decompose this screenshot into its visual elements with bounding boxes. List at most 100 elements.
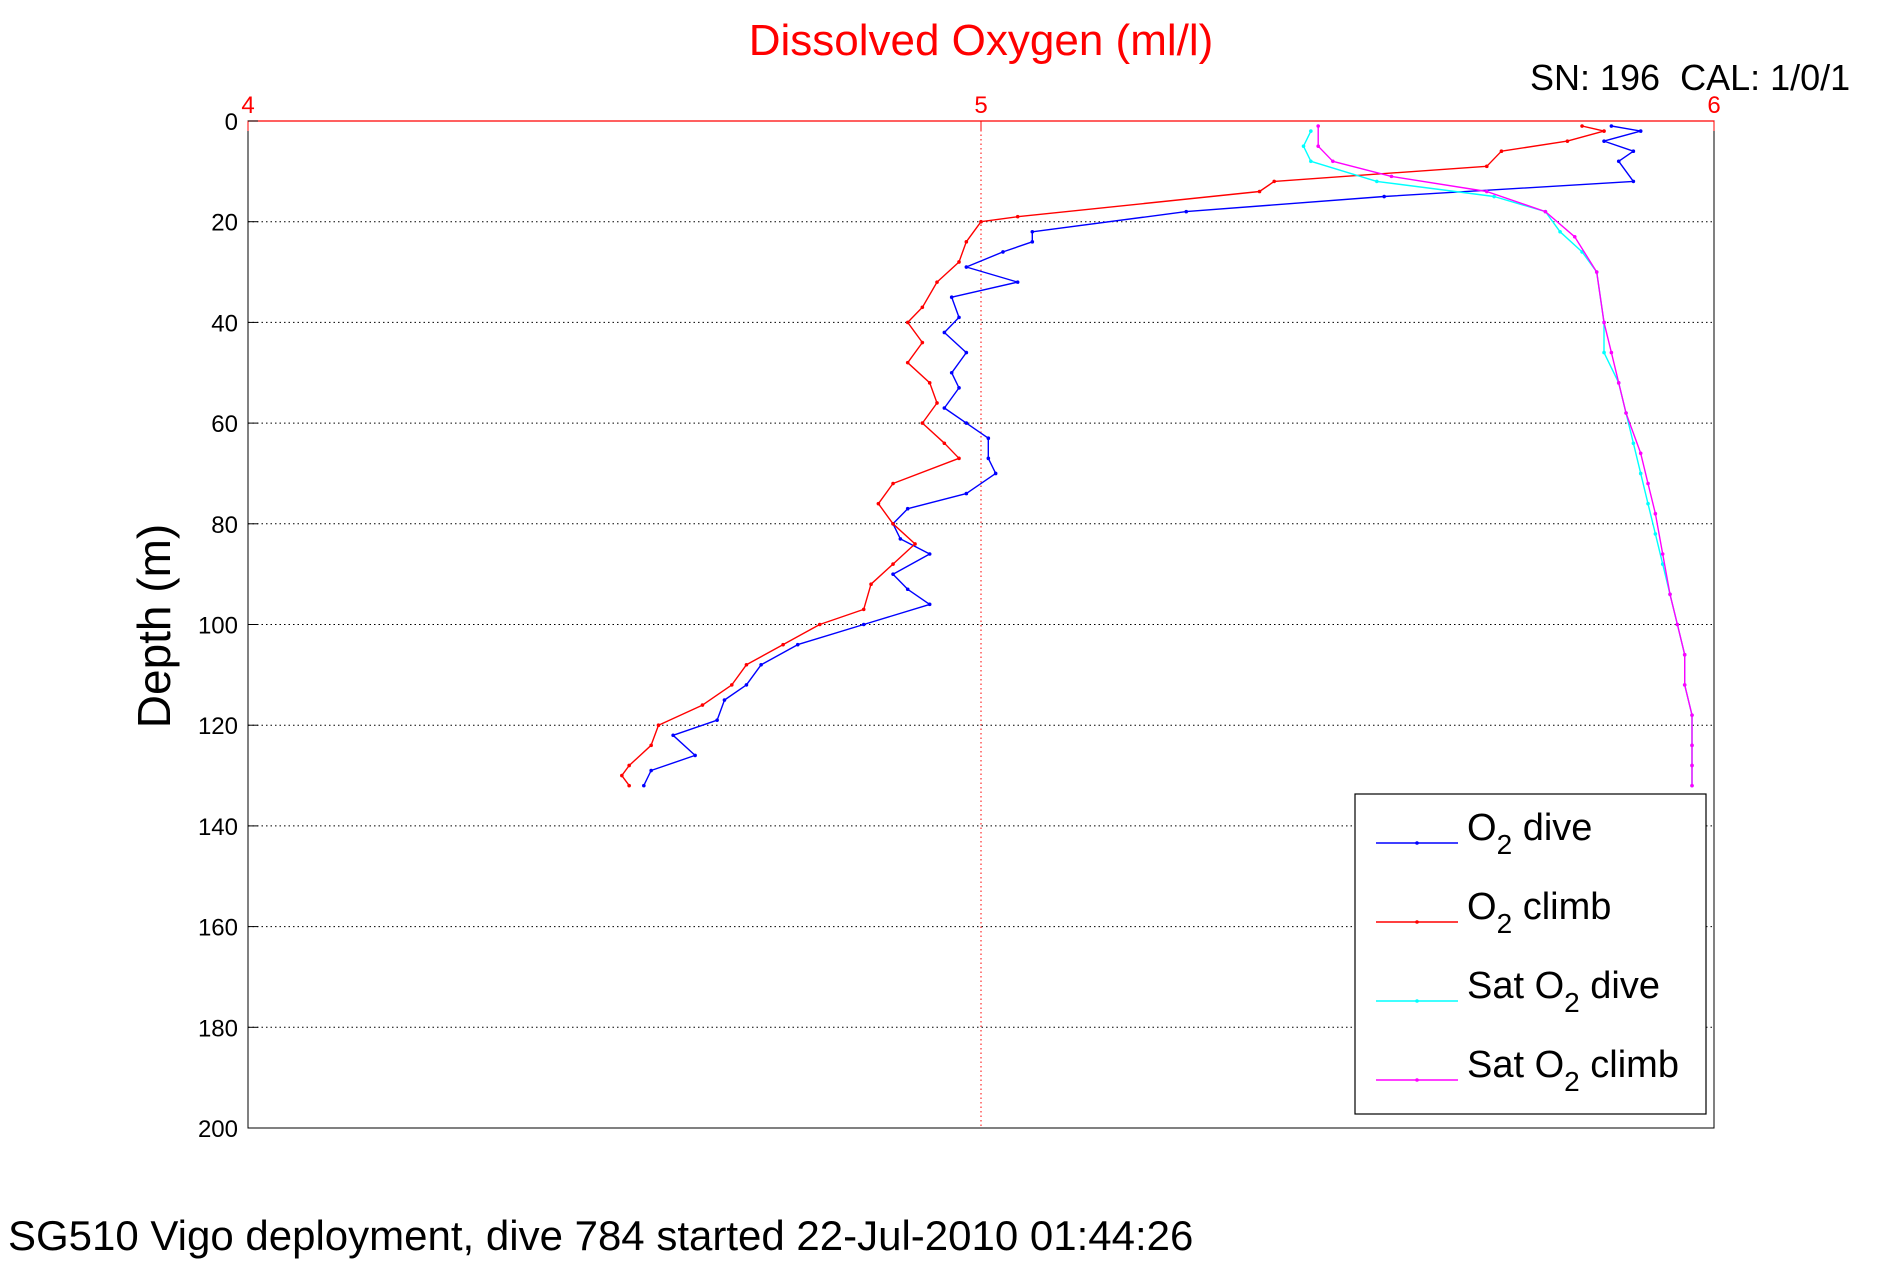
data-point-sat_o2_climb [1543, 209, 1548, 214]
legend-label: Sat O2 dive [1467, 965, 1660, 1018]
data-point-sat_o2_climb [1331, 159, 1335, 164]
data-point-sat_o2_climb [1594, 270, 1599, 274]
data-point-sat_o2_climb [1646, 481, 1650, 486]
data-point-o2_dive [642, 783, 646, 788]
data-point-sat_o2_climb [1602, 320, 1606, 325]
legend-entry: O2 climb [1376, 886, 1611, 939]
data-point-sat_o2_climb [1682, 683, 1687, 687]
data-point-sat_o2_dive [1653, 532, 1658, 536]
legend: O2 dive O2 climb Sat O2 dive Sat O2 climb [1354, 793, 1707, 1115]
data-point-o2_dive [1631, 149, 1636, 154]
series-layer [620, 124, 1694, 788]
data-point-o2_climb [935, 401, 939, 405]
data-point-o2_dive [957, 386, 961, 390]
data-point-sat_o2_climb [1389, 174, 1394, 179]
data-point-o2_climb [935, 280, 939, 284]
data-point-sat_o2_climb [1316, 124, 1320, 128]
data-point-o2_dive [898, 537, 903, 541]
data-point-o2_climb [1015, 214, 1020, 219]
series-line-sat_o2_climb [1317, 126, 1693, 786]
data-point-sat_o2_dive [1301, 144, 1306, 148]
data-point-o2_dive [693, 753, 697, 758]
data-point-o2_climb [920, 421, 925, 425]
data-point-sat_o2_dive [1631, 441, 1636, 446]
data-point-o2_climb [729, 683, 734, 687]
chart-title: Dissolved Oxygen (ml/l) [749, 16, 1214, 65]
data-point-sat_o2_climb [1690, 713, 1694, 717]
data-point-o2_climb [1257, 189, 1262, 194]
data-point-o2_dive [949, 295, 954, 300]
data-point-o2_dive [1184, 209, 1189, 214]
y-tick-label: 140 [198, 814, 238, 841]
data-point-o2_climb [905, 320, 910, 325]
x-tick-label: 5 [974, 92, 987, 119]
data-point-sat_o2_climb [1616, 381, 1621, 385]
data-point-sat_o2_climb [1484, 189, 1489, 194]
y-tick-label: 20 [211, 210, 238, 237]
data-point-sat_o2_climb [1316, 144, 1320, 148]
data-point-sat_o2_climb [1653, 511, 1658, 516]
data-point-o2_climb [920, 305, 925, 310]
data-point-sat_o2_dive [1309, 159, 1313, 164]
data-point-o2_dive [1001, 250, 1005, 254]
data-point-o2_dive [942, 406, 947, 410]
y-tick-label: 120 [198, 713, 238, 740]
data-point-o2_climb [627, 783, 631, 788]
data-point-o2_climb [781, 642, 785, 647]
data-point-o2_climb [1565, 139, 1570, 143]
series-sat_o2_climb [1316, 124, 1694, 788]
x-tick-label: 6 [1707, 92, 1720, 119]
legend-label: O2 dive [1467, 807, 1592, 860]
data-point-o2_climb [891, 522, 895, 526]
data-point-o2_dive [1602, 139, 1606, 143]
y-tick-label: 0 [225, 109, 238, 136]
series-sat_o2_dive [1301, 129, 1694, 788]
data-point-o2_dive [759, 662, 763, 667]
series-line-o2_climb [621, 125, 1605, 787]
data-point-sat_o2_dive [1558, 229, 1562, 234]
data-point-sat_o2_climb [1690, 743, 1694, 748]
data-point-o2_dive [986, 436, 991, 441]
data-point-o2_dive [964, 350, 969, 355]
data-point-o2_climb [817, 622, 822, 627]
data-point-o2_climb [1484, 164, 1489, 169]
data-point-sat_o2_dive [1638, 471, 1643, 476]
data-point-o2_dive [671, 733, 675, 738]
data-point-o2_climb [627, 763, 631, 768]
data-point-o2_dive [1382, 194, 1386, 199]
data-point-o2_climb [964, 240, 969, 244]
data-point-o2_dive [722, 698, 727, 702]
data-point-o2_climb [1499, 149, 1504, 154]
data-point-o2_climb [876, 501, 881, 506]
y-tick-label: 60 [211, 411, 238, 438]
data-point-sat_o2_dive [1660, 562, 1665, 566]
data-point-sat_o2_climb [1675, 622, 1680, 627]
data-point-sat_o2_climb [1609, 350, 1614, 355]
serial-calibration-note: SN: 196 CAL: 1/0/1 [1530, 57, 1850, 98]
legend-marker [1415, 999, 1419, 1003]
data-point-o2_dive [986, 456, 991, 461]
data-point-o2_climb [913, 542, 917, 546]
data-point-o2_climb [656, 723, 661, 727]
data-point-o2_climb [891, 562, 895, 566]
series-o2_dive [642, 124, 1643, 788]
data-point-o2_climb [869, 582, 873, 587]
legend-entry: Sat O2 climb [1376, 1044, 1679, 1097]
data-point-o2_dive [964, 265, 969, 269]
data-point-o2_climb [620, 773, 624, 778]
data-point-o2_climb [957, 260, 961, 264]
legend-items: O2 dive O2 climb Sat O2 dive Sat O2 climb [1376, 807, 1679, 1097]
series-line-o2_dive [643, 125, 1642, 786]
data-point-o2_dive [1030, 229, 1035, 234]
data-point-sat_o2_climb [1572, 235, 1577, 239]
data-point-o2_dive [1631, 179, 1636, 184]
data-point-o2_climb [1602, 129, 1606, 133]
data-point-o2_dive [1616, 159, 1621, 164]
data-point-o2_climb [700, 703, 705, 707]
data-point-o2_dive [964, 491, 969, 496]
y-tick-label: 200 [198, 1116, 238, 1143]
data-point-sat_o2_dive [1602, 350, 1606, 355]
grid-layer [248, 121, 1714, 1128]
data-point-o2_dive [1638, 129, 1643, 133]
